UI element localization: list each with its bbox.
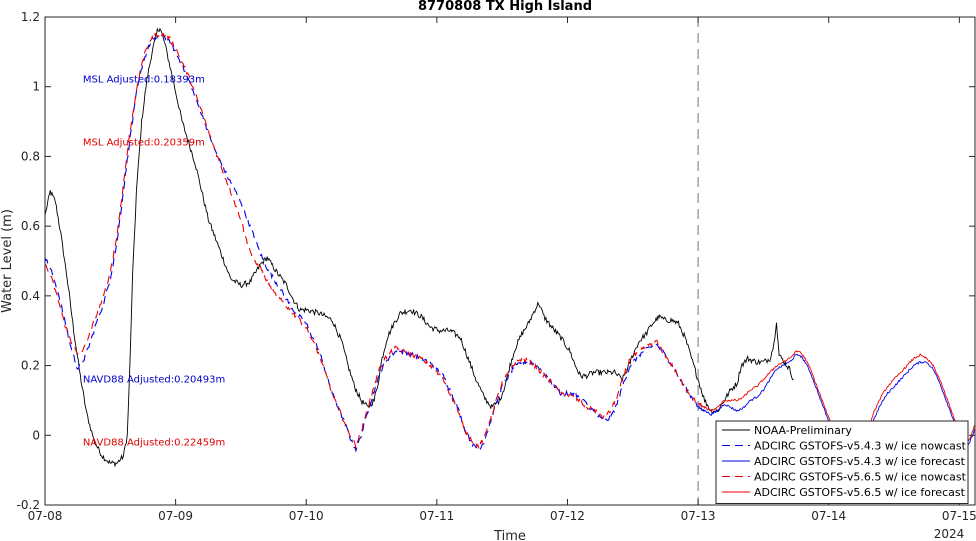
legend: NOAA-Preliminary ADCIRC GSTOFS-v5.4.3 w/ … [715, 420, 969, 504]
offset-annotation-1: MSL Adjusted:0.20359m [83, 137, 205, 148]
series-layer [45, 27, 975, 468]
year-label: 2024 [934, 527, 965, 541]
x-tick-label-2: 07-10 [289, 509, 324, 523]
legend-entry-1: ADCIRC GSTOFS-v5.4.3 w/ ice nowcast [754, 440, 967, 453]
x-tick-label-5: 07-13 [681, 509, 716, 523]
x-tick-label-6: 07-14 [811, 509, 846, 523]
x-tick-label-1: 07-09 [158, 509, 193, 523]
annotations-layer: MSL Adjusted:0.18393m MSL Adjusted:0.2035… [83, 75, 225, 449]
offset-annotation-3: NAVD88 Adjusted:0.22459m [83, 437, 225, 448]
plot-frame [44, 16, 976, 506]
y-tick-label-5: 0.8 [21, 149, 40, 163]
chart-title: 8770808 TX High Island [418, 0, 592, 14]
y-tick-label-0: -0.2 [17, 498, 40, 512]
legend-entry-0: NOAA-Preliminary [754, 424, 852, 437]
offset-annotation-2: NAVD88 Adjusted:0.20493m [83, 375, 225, 386]
legend-entry-3: ADCIRC GSTOFS-v5.6.5 w/ ice nowcast [754, 471, 967, 484]
y-tick-label-2: 0.2 [21, 359, 40, 373]
y-axis-label: Water Level (m) [0, 209, 15, 313]
series-line-1 [45, 33, 706, 453]
y-tick-label-6: 1 [32, 80, 40, 94]
x-axis-label: Time [493, 529, 526, 541]
legend-entry-4: ADCIRC GSTOFS-v5.6.5 w/ ice forecast [754, 486, 966, 499]
x-tick-label-4: 07-12 [550, 509, 585, 523]
y-tick-label-4: 0.6 [21, 219, 40, 233]
offset-annotation-0: MSL Adjusted:0.18393m [83, 75, 205, 86]
x-tick-label-0: 07-08 [28, 509, 63, 523]
y-tick-label-3: 0.4 [21, 289, 40, 303]
x-tick-label-7: 07-15 [942, 509, 976, 523]
axes-layer: 07-08 07-09 07-10 07-11 07-12 07-13 07-14 07-15… [17, 10, 976, 523]
legend-entry-2: ADCIRC GSTOFS-v5.4.3 w/ ice forecast [754, 455, 966, 468]
x-tick-label-3: 07-11 [419, 509, 454, 523]
y-tick-label-1: 0 [32, 428, 40, 442]
legend-box [715, 420, 969, 504]
y-tick-label-7: 1.2 [21, 10, 40, 24]
series-line-3 [45, 32, 706, 450]
series-line-0 [45, 27, 794, 468]
